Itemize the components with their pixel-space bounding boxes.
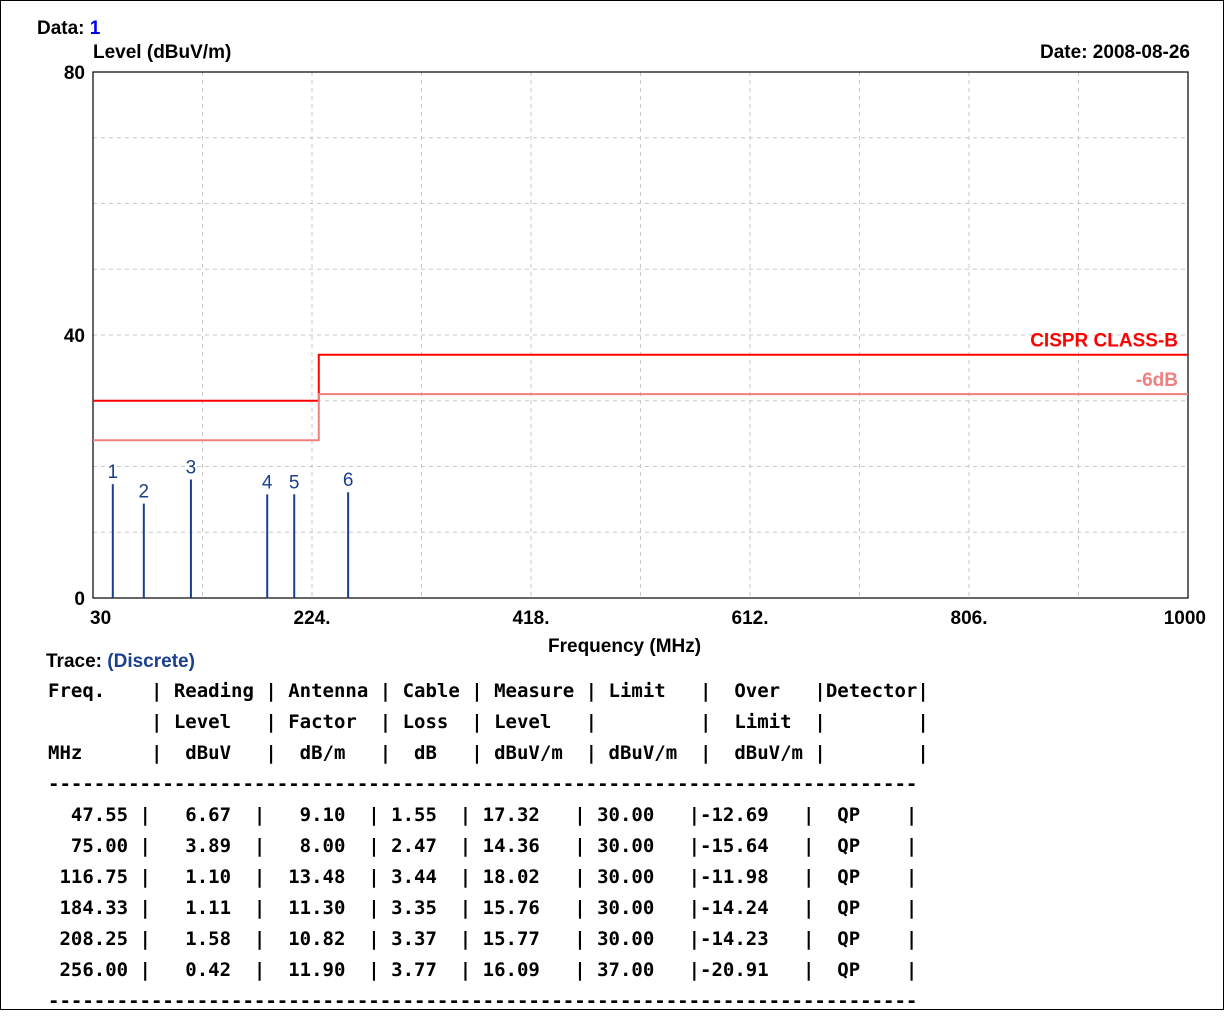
results-table: Freq. | Reading | Antenna | Cable | Meas… — [48, 676, 929, 1017]
table-row: 75.00 | 3.89 | 8.00 | 2.47 | 14.36 | 30.… — [48, 835, 918, 857]
y-tick-label: 0 — [74, 589, 85, 610]
x-tick-label: 1000 — [1164, 608, 1206, 629]
x-tick-label: 806. — [951, 608, 988, 629]
marker-label: 3 — [186, 458, 197, 479]
table-row: 184.33 | 1.11 | 11.30 | 3.35 | 15.76 | 3… — [48, 897, 918, 919]
limit-line — [93, 353, 1188, 402]
table-row: 116.75 | 1.10 | 13.48 | 3.44 | 18.02 | 3… — [48, 866, 918, 888]
chart-svg: 0 40 80 30 224. 418. 612. 806. 1000 CISPR CLASS-B… — [64, 63, 1206, 629]
table-separator: ----------------------------------------… — [48, 990, 918, 1012]
data-value: 1 — [89, 18, 101, 39]
marker-label: 4 — [262, 472, 273, 493]
table-row: 256.00 | 0.42 | 11.90 | 3.77 | 16.09 | 3… — [48, 959, 918, 981]
date-label: Date: 2008-08-26 — [1040, 42, 1190, 63]
y-tick-label: 40 — [64, 326, 85, 347]
table-row: 208.25 | 1.58 | 10.82 | 3.37 | 15.77 | 3… — [48, 928, 918, 950]
table-row: 47.55 | 6.67 | 9.10 | 1.55 | 17.32 | 30.… — [48, 804, 918, 826]
trace-label: Trace: (Discrete) — [46, 651, 195, 672]
marker-label: 2 — [139, 482, 150, 503]
table-header-line: MHz | dBuV | dB/m | dB | dBuV/m | dBuV/m… — [48, 742, 929, 764]
y-axis-label: Level (dBuV/m) — [93, 42, 232, 63]
trace-value: (Discrete) — [107, 651, 195, 672]
limit-line — [93, 393, 1188, 442]
x-tick-label: 418. — [513, 608, 550, 629]
data-label: Data: 1 — [37, 18, 101, 39]
x-tick-label: 224. — [294, 608, 331, 629]
table-header-line: Freq. | Reading | Antenna | Cable | Meas… — [48, 680, 929, 702]
marker-label: 1 — [108, 462, 119, 483]
x-tick-label: 30 — [90, 608, 111, 629]
marker-label: 6 — [343, 470, 354, 491]
table-header-line: | Level | Factor | Loss | Level | | Limi… — [48, 711, 929, 733]
x-axis-label: Frequency (MHz) — [548, 636, 702, 657]
limit-line-label: CISPR CLASS-B — [1030, 331, 1178, 352]
plot-area — [92, 71, 1189, 599]
marker-label: 5 — [289, 472, 300, 493]
table-separator: ----------------------------------------… — [48, 773, 918, 795]
y-tick-label: 80 — [64, 63, 85, 84]
limit-line-label: -6dB — [1136, 370, 1178, 391]
x-tick-label: 612. — [732, 608, 769, 629]
